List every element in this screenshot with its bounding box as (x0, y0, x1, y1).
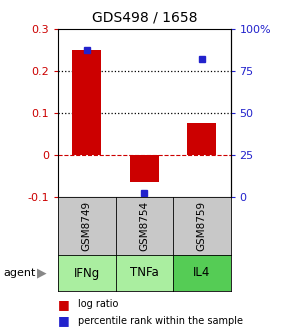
Bar (187, 123, 216, 155)
Text: ■: ■ (58, 314, 70, 327)
Title: GDS498 / 1658: GDS498 / 1658 (92, 11, 197, 25)
Text: GSM8759: GSM8759 (197, 201, 207, 251)
Text: log ratio: log ratio (78, 299, 119, 309)
Text: TNFa: TNFa (130, 266, 159, 280)
Text: GSM8749: GSM8749 (82, 201, 92, 251)
Text: agent: agent (3, 268, 35, 278)
Text: ■: ■ (58, 298, 70, 310)
Text: GSM8754: GSM8754 (139, 201, 149, 251)
Text: IFNg: IFNg (74, 266, 100, 280)
Text: ▶: ▶ (37, 266, 47, 280)
Text: percentile rank within the sample: percentile rank within the sample (78, 316, 243, 326)
Bar (130, 155, 159, 182)
Text: IL4: IL4 (193, 266, 211, 280)
Bar (72, 50, 101, 155)
